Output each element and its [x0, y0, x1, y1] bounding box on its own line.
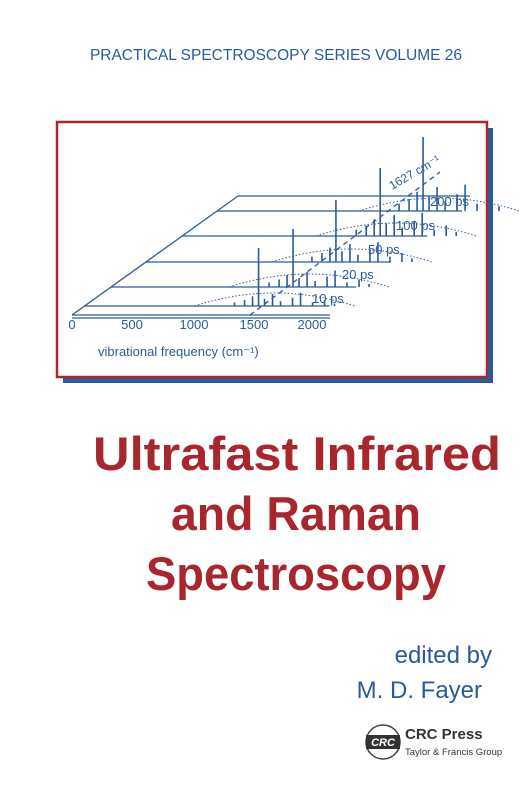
spectrum-envelope — [316, 222, 477, 237]
publisher-logo: CRC CRC Press Taylor & Francis Group — [365, 724, 502, 760]
delay-label: 50 ps — [368, 242, 400, 257]
spectrum-peaks — [268, 229, 370, 287]
x-axis-label: vibrational frequency (cm⁻¹) — [98, 344, 259, 359]
editor-name: M. D. Fayer — [357, 677, 482, 704]
spectrum-envelope — [228, 273, 390, 288]
book-title: Ultrafast Infrared and Raman Spectroscop… — [93, 427, 501, 600]
delay-label: 10 ps — [312, 291, 344, 306]
delay-label: 200 ps — [430, 194, 470, 209]
x-tick-label: 1500 — [240, 317, 269, 332]
x-tick-label: 500 — [121, 317, 143, 332]
logo-text: CRC — [371, 737, 396, 749]
delay-label: 100 ps — [396, 218, 436, 233]
spectra-plot — [71, 137, 520, 319]
spectrum-envelope — [358, 197, 520, 212]
spectrum-envelope — [194, 292, 355, 307]
figure-frame — [55, 120, 489, 379]
delay-label: 20 ps — [342, 267, 374, 282]
depth-axis — [71, 195, 239, 316]
spectrum-peaks — [398, 137, 500, 211]
x-tick-label: 2000 — [298, 317, 327, 332]
logo-band — [366, 735, 400, 749]
x-tick-label: 0 — [68, 317, 75, 332]
title-line: Ultrafast Infrared — [93, 427, 501, 480]
peak-trace — [249, 171, 441, 316]
x-tick-label: 1000 — [180, 317, 209, 332]
spectrum-peaks — [311, 200, 413, 262]
spectrum-peaks — [233, 248, 336, 306]
spectrum-envelope — [271, 248, 433, 263]
series-title: PRACTICAL SPECTROSCOPY SERIES VOLUME 26 — [90, 47, 462, 64]
publisher-group: Taylor & Francis Group — [405, 747, 502, 758]
title-line: Spectroscopy — [146, 547, 446, 600]
title-line: and Raman — [171, 487, 421, 540]
spectrum-peaks — [355, 168, 458, 236]
editor-prefix: edited by — [395, 642, 492, 669]
publisher-name: CRC Press — [405, 726, 483, 743]
